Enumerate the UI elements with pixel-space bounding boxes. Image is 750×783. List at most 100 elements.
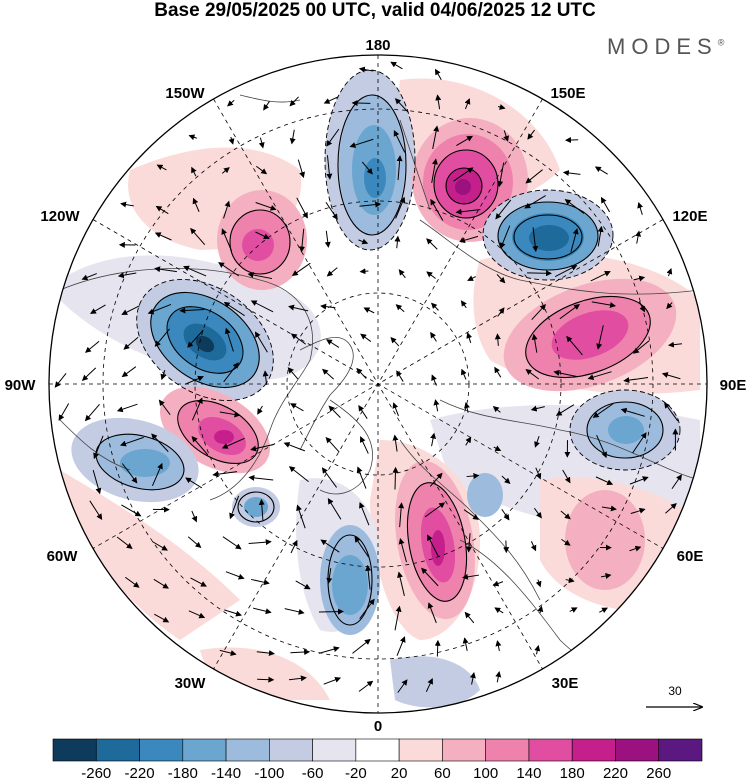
wind-arrow <box>223 301 245 317</box>
positive-anomaly-south <box>395 460 475 620</box>
wind-arrow <box>321 467 338 488</box>
colorbar-label: -260 <box>81 765 111 782</box>
wind-arrow <box>464 98 471 110</box>
colorbar-swatch <box>52 738 97 762</box>
colorbar-label: -220 <box>125 765 155 782</box>
wind-arrow <box>223 362 239 383</box>
wind-arrow <box>630 507 646 514</box>
wind-arrow <box>248 539 272 546</box>
wind-arrow <box>495 671 502 683</box>
wind-arrow <box>431 158 438 184</box>
wind-arrow <box>530 405 545 412</box>
wind-arrow <box>188 134 198 141</box>
wind-arrow <box>229 495 240 520</box>
wind-arrow <box>595 476 614 485</box>
wind-arrow <box>459 235 479 244</box>
wind-arrow <box>247 272 273 280</box>
wind-arrow <box>501 508 510 521</box>
lon-label-90w: 90W <box>5 377 37 394</box>
wind-arrow <box>258 137 265 149</box>
wind-arrow <box>432 125 440 150</box>
wind-arrow <box>620 407 645 417</box>
map-border <box>48 54 708 714</box>
wind-arrow <box>288 304 309 312</box>
wind-arrow <box>191 436 209 456</box>
wind-arrow <box>253 607 272 615</box>
wind-arrow <box>358 680 374 692</box>
wind-arrow <box>354 536 369 558</box>
wind-arrow <box>185 477 203 489</box>
wind-arrow <box>221 167 230 174</box>
wind-arrow <box>289 129 296 145</box>
wind-arrow <box>531 304 547 321</box>
wind-arrow <box>531 333 538 353</box>
wind-arrow <box>469 672 476 685</box>
wind-arrow <box>396 155 403 181</box>
reference-vector-label: 30 <box>668 684 682 698</box>
wind-arrow <box>223 200 231 219</box>
wind-arrow <box>153 578 169 589</box>
wind-arrow <box>494 607 504 614</box>
lon-label-120w: 120W <box>40 208 80 225</box>
wind-arrow <box>633 275 646 282</box>
wind-arrow <box>426 271 436 279</box>
negative-anomaly-75w <box>71 417 199 503</box>
wind-arrow <box>466 533 472 553</box>
wind-arrow <box>325 436 340 453</box>
wind-arrow <box>461 368 467 380</box>
wind-arrow <box>430 432 437 447</box>
wind-arrow <box>461 573 480 580</box>
colorbar-label: 140 <box>516 765 541 782</box>
wind-arrow <box>455 208 481 215</box>
wind-arrow <box>492 580 504 587</box>
wind-arrow <box>535 579 542 588</box>
wind-arrow <box>221 228 233 252</box>
negative-anomaly-small-east <box>467 473 503 517</box>
registered-mark: ® <box>717 37 725 48</box>
wind-arrow <box>632 432 647 454</box>
wind-arrow <box>255 165 268 175</box>
wind-arrow <box>258 498 265 521</box>
wind-arrow <box>464 611 475 624</box>
wind-arrow <box>190 227 206 246</box>
wind-arrow <box>218 262 240 277</box>
wind-arrow <box>121 504 142 517</box>
wind-arrow <box>460 300 467 309</box>
wind-arrow <box>327 498 342 520</box>
colorbar-label: -60 <box>302 765 324 782</box>
wind-arrow <box>125 576 140 588</box>
wind-arrow <box>289 96 299 107</box>
lon-label-120e: 120E <box>672 208 707 225</box>
wind-arrow <box>426 238 438 250</box>
wind-arrow <box>225 571 245 580</box>
wind-arrow <box>154 266 177 273</box>
wind-arrow <box>184 375 204 385</box>
lon-label-60e: 60E <box>677 548 704 565</box>
colorbar-label: 100 <box>473 765 498 782</box>
wind-arrow <box>637 201 644 215</box>
wind-arrow <box>530 541 537 552</box>
wind-arrow <box>255 202 277 211</box>
wind-arrow <box>219 411 241 418</box>
colorbar-label: -20 <box>345 765 367 782</box>
negative-anomaly-north <box>325 70 415 250</box>
wind-arrow <box>358 66 374 73</box>
wind-arrow <box>283 442 306 452</box>
wind-arrow <box>398 537 407 563</box>
wind-arrow <box>151 433 169 452</box>
wind-arrow <box>494 366 502 378</box>
wind-arrow <box>427 534 439 557</box>
wind-arrow <box>495 199 512 220</box>
wind-arrow <box>250 443 275 452</box>
wind-arrow <box>287 367 299 380</box>
wind-arrow <box>254 331 268 353</box>
wind-arrow <box>635 230 642 244</box>
wind-arrow <box>257 676 275 683</box>
wind-arrow <box>396 636 406 656</box>
colorbar-label: 180 <box>560 765 585 782</box>
colorbar-swatch <box>139 738 184 762</box>
wind-arrow <box>554 265 578 278</box>
wind-arrow <box>534 435 540 448</box>
wind-arrow <box>85 340 100 353</box>
wind-arrow <box>288 675 307 682</box>
